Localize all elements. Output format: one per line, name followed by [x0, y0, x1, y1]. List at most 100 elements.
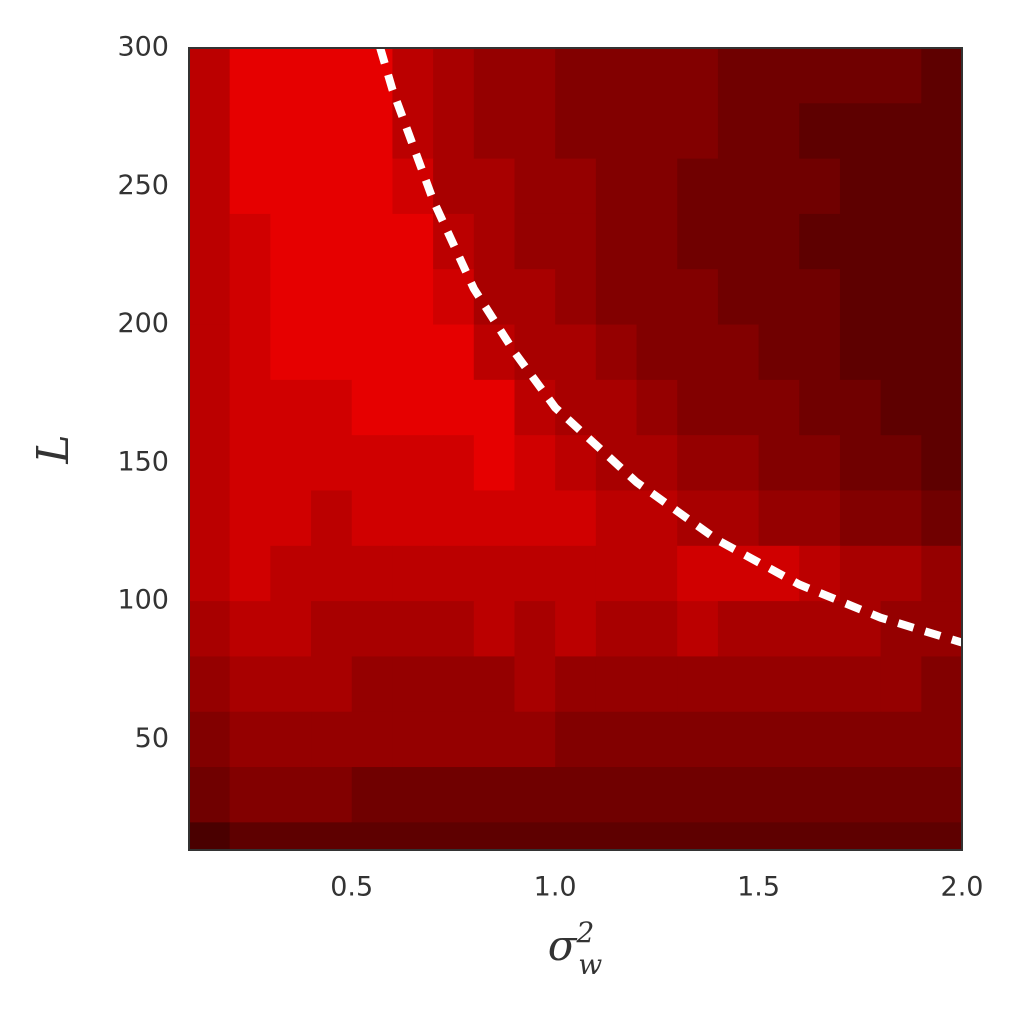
contour-cell — [311, 545, 353, 602]
contour-cell — [839, 545, 882, 602]
contour-cell — [229, 103, 271, 160]
contour-cell — [758, 379, 800, 436]
contour-cell — [636, 435, 678, 492]
contour-cell — [921, 48, 962, 104]
contour-cell — [880, 103, 922, 160]
contour-cell — [473, 103, 516, 160]
contour-cell — [636, 213, 678, 270]
contour-cell — [839, 379, 882, 436]
contour-cell — [189, 656, 231, 713]
contour-cell — [229, 601, 271, 658]
contour-cell — [880, 545, 922, 602]
contour-cell — [351, 324, 394, 381]
contour-cell — [433, 435, 475, 492]
contour-cell — [270, 656, 312, 713]
contour-cell — [677, 767, 719, 823]
contour-cell — [839, 213, 882, 270]
contour-cell — [717, 103, 760, 160]
contour-cell — [351, 545, 394, 602]
contour-cell — [229, 490, 271, 547]
contour-cell — [189, 269, 231, 326]
contour-cell — [717, 435, 760, 492]
contour-cell — [595, 324, 638, 381]
contour-cell — [921, 213, 962, 270]
x-tick-label: 2.0 — [941, 872, 984, 903]
contour-cell — [921, 324, 962, 381]
contour-cell — [229, 324, 271, 381]
contour-cell — [921, 767, 962, 823]
y-tick-label: 200 — [117, 308, 169, 339]
contour-cell — [311, 48, 353, 104]
contour-cell — [921, 269, 962, 326]
contour-cell — [189, 48, 231, 104]
contour-cell — [189, 490, 231, 547]
contour-cell — [758, 490, 800, 547]
contour-cell — [758, 213, 800, 270]
contour-cell — [799, 656, 841, 713]
contour-cell — [514, 103, 556, 160]
contour-cell — [880, 158, 922, 215]
contour-cell — [880, 656, 922, 713]
contour-cell — [839, 158, 882, 215]
contour-cell — [270, 379, 312, 436]
x-tick-label: 0.5 — [330, 872, 373, 903]
contour-cell — [839, 490, 882, 547]
contour-cell — [433, 269, 475, 326]
contour-cell — [921, 822, 962, 850]
contour-cell — [433, 822, 475, 850]
contour-cell — [717, 158, 760, 215]
plot-frame — [188, 47, 963, 851]
contour-cell — [555, 48, 597, 104]
contour-cell — [717, 213, 760, 270]
contour-cell — [392, 656, 434, 713]
contour-cell — [433, 324, 475, 381]
contour-cell — [311, 711, 353, 768]
contour-cell — [555, 213, 597, 270]
contour-cell — [514, 269, 556, 326]
contour-cell — [473, 711, 516, 768]
contour-cell — [514, 601, 556, 658]
contour-cell — [351, 103, 394, 160]
contour-cell — [717, 822, 760, 850]
contour-cell — [473, 324, 516, 381]
contour-cell — [270, 545, 312, 602]
contour-cell — [636, 711, 678, 768]
contour-cell — [514, 435, 556, 492]
contour-cell — [270, 601, 312, 658]
contour-cell — [270, 158, 312, 215]
contour-cell — [229, 545, 271, 602]
contour-cell — [636, 269, 678, 326]
contour-cell — [514, 656, 556, 713]
contour-cell — [799, 490, 841, 547]
contour-cell — [555, 656, 597, 713]
contour-cell — [311, 490, 353, 547]
contour-cell — [595, 656, 638, 713]
y-tick-label: 300 — [117, 32, 169, 63]
contour-cell — [677, 158, 719, 215]
contour-cell — [717, 379, 760, 436]
contour-cell — [514, 324, 556, 381]
contour-cell — [758, 435, 800, 492]
contour-cell — [270, 324, 312, 381]
contour-cell — [880, 269, 922, 326]
contour-cell — [758, 269, 800, 326]
contour-cell — [311, 822, 353, 850]
contour-cell — [392, 711, 434, 768]
contour-cell — [636, 103, 678, 160]
contour-cell — [839, 711, 882, 768]
contour-cell — [189, 213, 231, 270]
contour-cell — [799, 48, 841, 104]
contour-cell — [311, 269, 353, 326]
contour-cell — [677, 601, 719, 658]
contour-cell — [351, 656, 394, 713]
contour-cell — [311, 103, 353, 160]
contour-cell — [677, 545, 719, 602]
contour-cell — [392, 767, 434, 823]
contour-cell — [839, 601, 882, 658]
contour-cell — [595, 213, 638, 270]
contour-cell — [433, 379, 475, 436]
contour-cell — [514, 711, 556, 768]
contour-cell — [839, 656, 882, 713]
y-tick-label: 50 — [135, 723, 169, 754]
contour-cell — [311, 213, 353, 270]
